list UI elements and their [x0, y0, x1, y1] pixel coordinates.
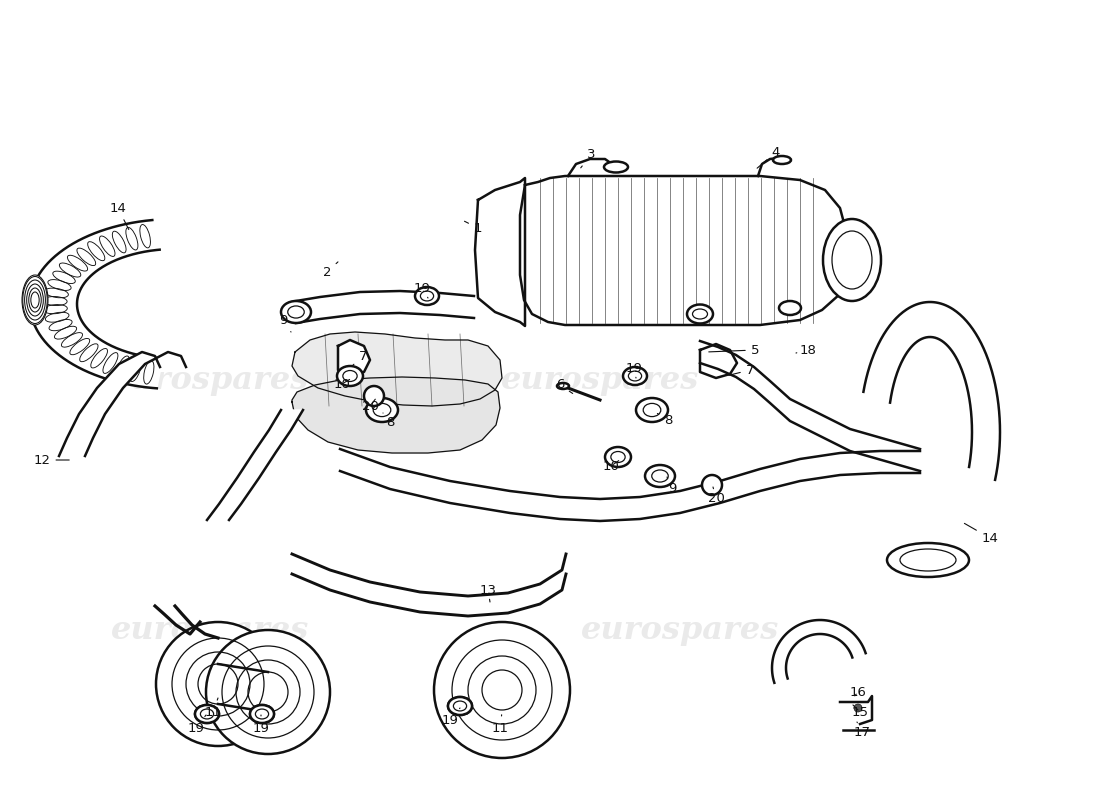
Ellipse shape	[195, 705, 219, 723]
Text: 10: 10	[333, 378, 351, 390]
Text: 3: 3	[581, 149, 595, 168]
Text: 8: 8	[383, 413, 394, 429]
Text: eurospares: eurospares	[500, 365, 700, 395]
Ellipse shape	[195, 705, 219, 723]
Text: 2: 2	[322, 262, 338, 278]
Text: 12: 12	[33, 454, 69, 466]
Polygon shape	[207, 410, 302, 520]
Circle shape	[434, 622, 570, 758]
Polygon shape	[864, 302, 1000, 480]
Text: 11: 11	[492, 714, 508, 734]
Ellipse shape	[448, 697, 472, 715]
Ellipse shape	[557, 383, 569, 389]
Circle shape	[156, 622, 280, 746]
Text: 19: 19	[253, 715, 270, 734]
Polygon shape	[292, 377, 500, 453]
Ellipse shape	[280, 301, 311, 323]
Ellipse shape	[250, 705, 274, 723]
Text: 20: 20	[707, 487, 725, 505]
Ellipse shape	[448, 697, 472, 715]
Text: 7: 7	[352, 350, 367, 366]
Text: eurospares: eurospares	[111, 365, 309, 395]
Text: 18: 18	[796, 343, 816, 357]
Circle shape	[854, 704, 862, 712]
Text: 17: 17	[854, 722, 870, 738]
Polygon shape	[59, 352, 186, 456]
Text: 19: 19	[441, 708, 460, 726]
Ellipse shape	[337, 366, 363, 386]
Text: 15: 15	[851, 705, 869, 718]
Circle shape	[206, 630, 330, 754]
Ellipse shape	[887, 543, 969, 577]
Polygon shape	[340, 449, 920, 521]
Text: 5: 5	[708, 343, 759, 357]
Ellipse shape	[366, 398, 398, 422]
Text: 9: 9	[667, 477, 676, 494]
Text: 13: 13	[480, 583, 496, 602]
Ellipse shape	[779, 301, 801, 315]
Circle shape	[364, 386, 384, 406]
Polygon shape	[520, 176, 848, 325]
Polygon shape	[700, 341, 920, 471]
Text: 6: 6	[556, 378, 573, 394]
Ellipse shape	[623, 367, 647, 385]
Polygon shape	[338, 340, 370, 376]
Text: 19: 19	[188, 715, 206, 734]
Polygon shape	[30, 220, 163, 388]
Polygon shape	[700, 344, 737, 378]
Text: 9: 9	[278, 314, 292, 332]
Text: 1: 1	[464, 222, 482, 234]
Text: eurospares: eurospares	[581, 614, 779, 646]
Ellipse shape	[22, 275, 48, 325]
Ellipse shape	[823, 219, 881, 301]
Polygon shape	[292, 332, 502, 406]
Text: 16: 16	[849, 686, 867, 698]
Text: 19: 19	[414, 282, 430, 298]
Ellipse shape	[688, 305, 713, 323]
Ellipse shape	[645, 465, 675, 487]
Ellipse shape	[250, 705, 274, 723]
Ellipse shape	[773, 156, 791, 164]
Text: 10: 10	[603, 459, 619, 473]
Polygon shape	[475, 178, 525, 326]
Polygon shape	[296, 291, 474, 323]
Ellipse shape	[605, 447, 631, 467]
Polygon shape	[292, 554, 566, 616]
Text: 4: 4	[757, 146, 780, 168]
Ellipse shape	[636, 398, 668, 422]
Text: 7: 7	[728, 363, 755, 377]
Ellipse shape	[604, 162, 628, 173]
Text: 20: 20	[362, 399, 378, 413]
Circle shape	[702, 475, 722, 495]
Text: eurospares: eurospares	[111, 614, 309, 646]
Text: 11: 11	[205, 698, 221, 718]
Text: 8: 8	[658, 414, 672, 426]
Ellipse shape	[415, 287, 439, 305]
Text: 19: 19	[626, 362, 642, 378]
Text: 14: 14	[965, 523, 999, 545]
Text: 14: 14	[110, 202, 129, 230]
